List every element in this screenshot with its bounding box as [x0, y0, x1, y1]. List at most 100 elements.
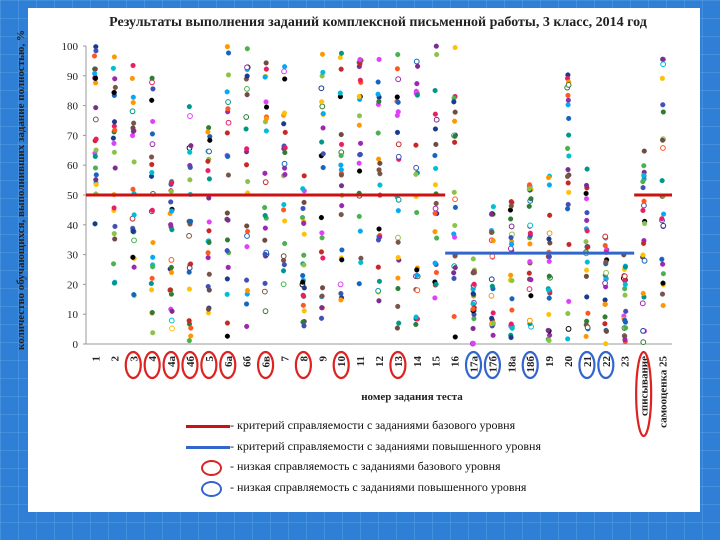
data-point [188, 218, 194, 224]
data-point [452, 334, 458, 340]
data-point [603, 259, 609, 265]
data-point [507, 207, 514, 213]
data-point [488, 292, 495, 299]
data-point [432, 111, 438, 117]
data-point [452, 109, 458, 115]
data-point [413, 321, 419, 328]
data-point [320, 165, 326, 171]
data-point [584, 318, 590, 324]
data-point [92, 70, 98, 76]
data-point [262, 308, 269, 315]
y-tick-label: 10 [67, 309, 79, 321]
data-point [434, 235, 440, 241]
data-point [92, 66, 98, 72]
data-point [112, 76, 118, 82]
data-point [434, 52, 440, 58]
y-axis-label: количество обучающихся, выполнивших зада… [15, 30, 27, 350]
data-point [207, 137, 213, 143]
data-point [527, 230, 533, 236]
data-point [413, 164, 420, 171]
data-point [432, 182, 438, 188]
data-point [224, 89, 230, 95]
data-point [150, 240, 156, 246]
data-point [622, 292, 628, 298]
data-point [281, 207, 287, 213]
data-point [262, 204, 268, 211]
x-tick-label: 23 [620, 356, 632, 368]
data-point [433, 141, 439, 147]
data-point [244, 146, 250, 152]
data-point [603, 328, 610, 334]
data-point [187, 113, 193, 119]
data-point [206, 228, 212, 234]
x-tick-label: 17а [469, 356, 481, 373]
data-point [490, 238, 496, 244]
x-tick-label: 19 [544, 356, 556, 368]
data-point [640, 328, 646, 334]
x-tick-label: 20 [563, 356, 575, 368]
legend-item-base-line: - критерий справляемости с заданиями баз… [182, 416, 602, 437]
data-point [112, 223, 118, 229]
data-point [301, 308, 307, 314]
data-point [640, 185, 646, 191]
data-point [490, 320, 496, 326]
data-point [488, 229, 495, 235]
data-point [301, 220, 307, 226]
data-point [188, 325, 194, 331]
data-point [262, 179, 269, 186]
data-point [205, 158, 211, 164]
data-point [377, 182, 383, 188]
data-point [129, 75, 135, 81]
data-point [110, 65, 116, 71]
data-point [527, 222, 534, 229]
data-point [564, 173, 571, 180]
data-point [584, 294, 590, 300]
data-point [225, 106, 231, 112]
data-point [205, 250, 211, 256]
data-point [150, 254, 156, 260]
data-point [131, 120, 137, 126]
data-point [244, 233, 250, 239]
data-point [280, 268, 287, 274]
data-point [640, 207, 646, 214]
data-point [150, 264, 156, 270]
data-point [659, 75, 665, 81]
highlight-ring [219, 350, 237, 380]
data-point [112, 84, 118, 90]
data-point [263, 116, 269, 122]
data-point [320, 151, 326, 157]
data-point [206, 148, 212, 155]
x-tick-label: 5 [204, 356, 216, 362]
data-point [603, 269, 609, 276]
data-point [395, 275, 401, 281]
data-point [413, 171, 419, 177]
data-point [566, 132, 572, 138]
data-point [639, 300, 646, 307]
data-point [280, 281, 287, 288]
data-point [167, 287, 173, 293]
data-point [583, 273, 589, 279]
data-point [471, 281, 477, 287]
data-point [149, 287, 155, 293]
data-point [224, 333, 230, 339]
data-point [641, 240, 647, 246]
data-point [319, 99, 325, 105]
data-point [395, 141, 402, 148]
data-point [188, 143, 194, 149]
data-point [243, 162, 250, 168]
data-point [470, 306, 476, 312]
highlight-ring [143, 350, 161, 380]
data-point [320, 111, 326, 117]
data-point [243, 126, 249, 132]
data-point [508, 235, 514, 241]
data-point [111, 231, 117, 237]
data-point [149, 161, 155, 168]
data-point [660, 261, 666, 267]
data-point [168, 199, 174, 205]
data-point [566, 189, 572, 195]
data-point [338, 297, 344, 303]
data-point [509, 278, 515, 284]
data-point [356, 93, 362, 99]
data-point [508, 321, 514, 327]
data-point [319, 51, 326, 57]
